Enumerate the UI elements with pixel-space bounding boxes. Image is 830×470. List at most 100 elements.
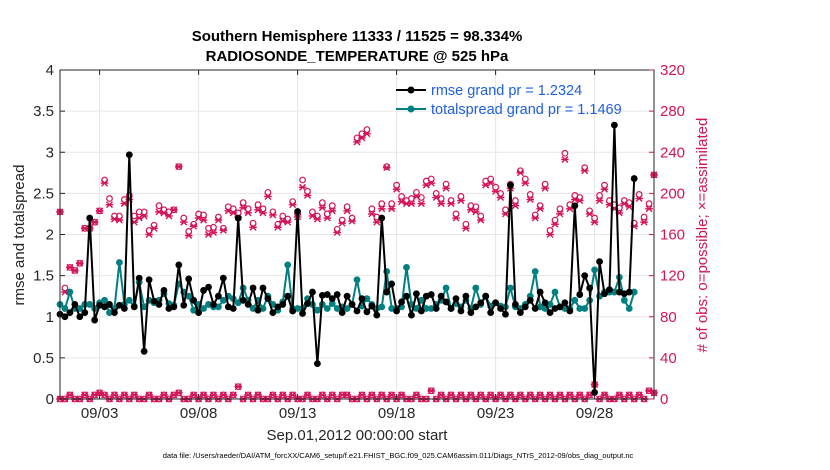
obs-possible-point [140,208,148,216]
obs-possible-point [462,220,470,228]
rmse-point [487,309,495,317]
rmse-point [200,287,207,294]
legend-label-totalspread: totalspread grand pr = 1.1469 [431,102,622,118]
obs-assimilated-point [71,266,79,274]
rmse-point [66,309,74,317]
totalspread-point [140,303,148,311]
obs-assimilated-point [496,193,505,201]
rmse-point [259,284,267,292]
obs-assimilated-point [491,187,500,195]
obs-assimilated-point [531,214,539,222]
obs-possible-point [254,201,262,209]
obs-assimilated-point [179,218,188,226]
totalspread-point [472,284,480,292]
rmse-point [210,301,217,308]
obs-assimilated-point [249,223,257,231]
rmse-point [264,295,272,303]
legend: rmse grand pr = 1.2324 totalspread grand… [396,83,622,118]
x-tick-label: 09/03 [81,405,119,422]
obs-possible-point [437,195,445,202]
y2-tick-label: 240 [660,144,685,161]
rmse-point [556,303,564,311]
obs-assimilated-point [541,184,549,192]
totalspread-point [427,305,435,312]
totalspread-point [630,288,638,296]
obs-assimilated-point [427,387,436,395]
obs-assimilated-point [175,389,183,397]
obs-assimilated-point [189,222,198,230]
obs-possible-point [492,183,500,191]
obs-possible-point [591,214,598,222]
rmse-point [526,296,534,304]
obs-possible-point [477,212,485,220]
rmse-point [521,303,529,311]
obs-assimilated-point [580,167,589,175]
obs-assimilated-point [373,218,381,226]
rmse-point [408,311,415,319]
obs-possible-point [61,284,69,292]
rmse-point [516,309,524,317]
x-tick-label: 09/18 [378,405,416,422]
rmse-point [358,295,366,303]
rmse-point [591,389,598,396]
x-tick-label: 09/08 [180,405,218,422]
y-tick-label: 3.5 [33,103,54,120]
rmse-point [576,291,584,298]
obs-possible-point [328,202,336,210]
rmse-point [254,306,262,314]
obs-assimilated-point [382,164,391,172]
obs-assimilated-point [105,201,114,209]
rmse-point [388,280,396,288]
obs-assimilated-point [625,203,634,211]
totalspread-point [323,305,331,312]
rmse-point [467,309,475,317]
rmse-point [541,299,549,307]
totalspread-point [86,301,94,308]
obs-assimilated-point [526,196,535,204]
rmse-point [403,292,410,300]
rmse-point [413,290,420,298]
obs-assimilated-point [219,226,228,234]
obs-assimilated-point [209,228,218,236]
rmse-point [502,310,509,318]
obs-assimilated-point [368,210,376,218]
obs-assimilated-point [561,155,569,163]
obs-possible-point [239,199,247,207]
rmse-point [294,208,301,215]
rmse-point [175,261,183,269]
totalspread-point [125,296,133,304]
rmse-point [244,301,252,308]
obs-assimilated-point [516,169,525,177]
obs-possible-point [210,223,217,231]
rmse-point [462,292,470,300]
obs-assimilated-point [165,212,173,220]
obs-assimilated-point [363,130,371,138]
grid [60,70,654,399]
obs-possible-point [393,181,401,189]
obs-assimilated-point [595,197,604,205]
rmse-point [447,305,455,312]
obs-assimilated-point [635,195,643,203]
y-tick-label: 2 [46,227,54,244]
rmse-point [536,288,544,296]
rmse-point [135,274,143,282]
obs-possible-point [601,181,608,189]
obs-possible-point [442,180,450,188]
obs-assimilated-point [170,206,178,214]
obs-assimilated-point [298,183,307,191]
rmse-point [190,296,198,304]
rmse-point [333,291,341,298]
y-tick-label: 0.5 [33,350,54,367]
obs-assimilated-point [437,200,445,208]
y-tick-label: 1 [46,309,54,326]
obs-assimilated-point [645,205,653,213]
obs-assimilated-point [417,200,426,208]
obs-assimilated-point [274,223,282,231]
obs-assimilated-point [283,218,292,226]
obs-assimilated-point [486,179,495,187]
totalspread-point [403,264,410,271]
obs-possible-point [155,202,163,210]
rmse-point [625,288,633,296]
obs-assimilated-point [392,185,401,193]
totalspread-point [581,305,589,312]
